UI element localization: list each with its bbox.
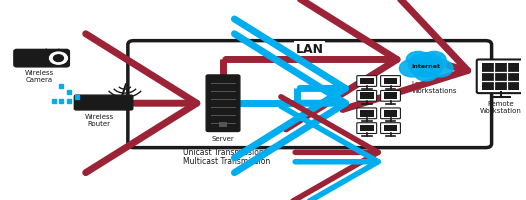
Bar — [383, 92, 398, 99]
Text: LAN: LAN — [296, 43, 323, 56]
Bar — [360, 78, 373, 84]
Bar — [383, 125, 398, 131]
FancyBboxPatch shape — [74, 95, 133, 110]
Bar — [383, 110, 398, 117]
Text: Multicast Transmission: Multicast Transmission — [184, 157, 270, 166]
Text: Unicast Transmission: Unicast Transmission — [184, 148, 264, 157]
FancyBboxPatch shape — [381, 123, 400, 133]
Text: Remote
Workstation: Remote Workstation — [480, 101, 521, 114]
Circle shape — [49, 52, 67, 64]
FancyBboxPatch shape — [357, 90, 377, 101]
Text: Local
Workstations: Local Workstations — [411, 81, 457, 94]
FancyBboxPatch shape — [357, 123, 377, 133]
Bar — [219, 122, 227, 127]
Text: Internet: Internet — [412, 64, 441, 69]
FancyBboxPatch shape — [357, 76, 377, 86]
FancyBboxPatch shape — [381, 108, 400, 119]
Bar — [482, 63, 519, 90]
Circle shape — [408, 53, 444, 77]
Circle shape — [422, 51, 446, 68]
FancyBboxPatch shape — [477, 59, 524, 93]
Bar — [360, 110, 373, 117]
Circle shape — [414, 65, 438, 81]
Text: Server: Server — [211, 136, 235, 142]
Circle shape — [54, 55, 64, 61]
Circle shape — [399, 59, 425, 77]
Bar — [360, 125, 373, 131]
Text: Wireless
Camera: Wireless Camera — [25, 70, 54, 83]
FancyBboxPatch shape — [357, 108, 377, 119]
FancyBboxPatch shape — [381, 76, 400, 86]
FancyBboxPatch shape — [206, 75, 240, 131]
Circle shape — [427, 59, 453, 77]
Circle shape — [407, 51, 430, 68]
FancyBboxPatch shape — [381, 90, 400, 101]
FancyBboxPatch shape — [14, 49, 69, 67]
Bar — [383, 78, 398, 84]
Bar — [360, 92, 373, 99]
Text: Wireless
Router: Wireless Router — [85, 114, 114, 127]
